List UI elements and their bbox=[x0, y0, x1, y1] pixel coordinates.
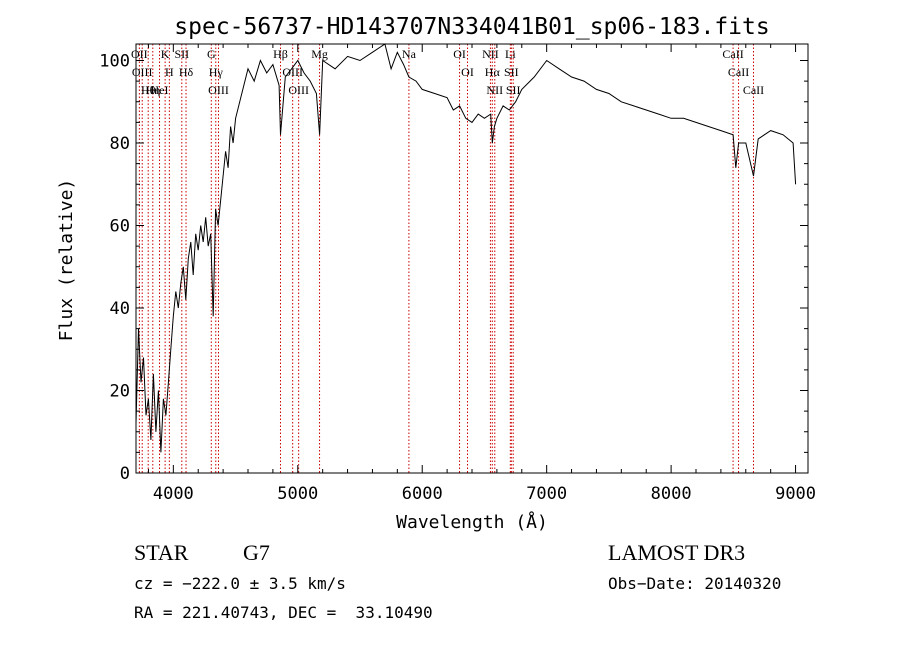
marker-label-22: Li bbox=[505, 47, 516, 61]
x-axis: 4000 5000 6000 7000 8000 9000 bbox=[147, 44, 816, 504]
marker-label-18: OI bbox=[461, 65, 474, 79]
marker-label-27: CaII bbox=[743, 83, 764, 97]
chart-title: spec-56737-HD143707N334041B01_sp06-183.f… bbox=[174, 14, 769, 40]
spectrum-line bbox=[135, 43, 797, 453]
x-tick-label-5: 9000 bbox=[775, 484, 816, 504]
x-tick-label-2: 6000 bbox=[402, 484, 443, 504]
spectral-line-markers bbox=[138, 44, 754, 473]
marker-label-13: OIII bbox=[282, 65, 303, 79]
y-axis: 0 20 40 60 80 100 bbox=[99, 52, 808, 484]
marker-label-0: Hθ bbox=[141, 83, 156, 97]
marker-label-14: OIII bbox=[288, 83, 309, 97]
x-tick-label-3: 7000 bbox=[526, 484, 567, 504]
marker-label-23: SII bbox=[504, 65, 519, 79]
y-tick-label-4: 80 bbox=[110, 134, 130, 154]
marker-label-1: OII bbox=[131, 47, 148, 61]
y-tick-label-1: 20 bbox=[110, 382, 130, 402]
marker-label-21: NII bbox=[486, 83, 503, 97]
marker-label-12: Hβ bbox=[273, 47, 288, 61]
y-tick-label-3: 60 bbox=[110, 217, 130, 237]
y-tick-label-5: 100 bbox=[99, 52, 130, 72]
object-class: STAR bbox=[134, 540, 189, 565]
x-tick-label-4: 8000 bbox=[651, 484, 692, 504]
x-tick-label-0: 4000 bbox=[153, 484, 194, 504]
marker-label-4: HeI bbox=[151, 83, 169, 97]
marker-label-2: OIII bbox=[132, 65, 153, 79]
object-subclass: G7 bbox=[243, 540, 270, 565]
marker-label-10: Hγ bbox=[209, 65, 224, 79]
y-tick-label-0: 0 bbox=[120, 464, 130, 484]
x-tick-label-1: 5000 bbox=[277, 484, 318, 504]
x-axis-label: Wavelength (Å) bbox=[396, 511, 548, 533]
marker-label-11: G bbox=[207, 47, 216, 61]
marker-label-26: CaII bbox=[728, 65, 749, 79]
marker-label-9: OIII bbox=[208, 83, 229, 97]
redshift-value: cz = −222.0 ± 3.5 km/s bbox=[134, 574, 346, 593]
survey-name: LAMOST DR3 bbox=[608, 540, 746, 565]
marker-label-5: Hη bbox=[145, 83, 160, 97]
spectral-line-labels: OIIOIIIHθHηHeIKHSIIHδGHγOIIIHβOIIIOIIIMg… bbox=[131, 47, 764, 97]
marker-label-24: SII bbox=[506, 83, 521, 97]
marker-label-15: Mg bbox=[311, 47, 328, 61]
y-axis-label: Flux (relative) bbox=[56, 179, 77, 342]
marker-label-3: K bbox=[161, 47, 170, 61]
coordinates: RA = 221.40743, DEC = 33.10490 bbox=[134, 603, 433, 622]
obs-date: Obs−Date: 20140320 bbox=[608, 574, 782, 593]
marker-label-20: Hα bbox=[485, 65, 501, 79]
marker-label-7: SII bbox=[174, 47, 189, 61]
marker-label-19: NII bbox=[482, 47, 499, 61]
marker-label-25: CaII bbox=[722, 47, 743, 61]
y-tick-label-2: 40 bbox=[110, 299, 130, 319]
plot-frame bbox=[135, 43, 809, 474]
marker-label-16: Na bbox=[402, 47, 417, 61]
marker-label-17: OI bbox=[453, 47, 466, 61]
marker-label-6: H bbox=[165, 65, 174, 79]
marker-label-8: Hδ bbox=[179, 65, 194, 79]
